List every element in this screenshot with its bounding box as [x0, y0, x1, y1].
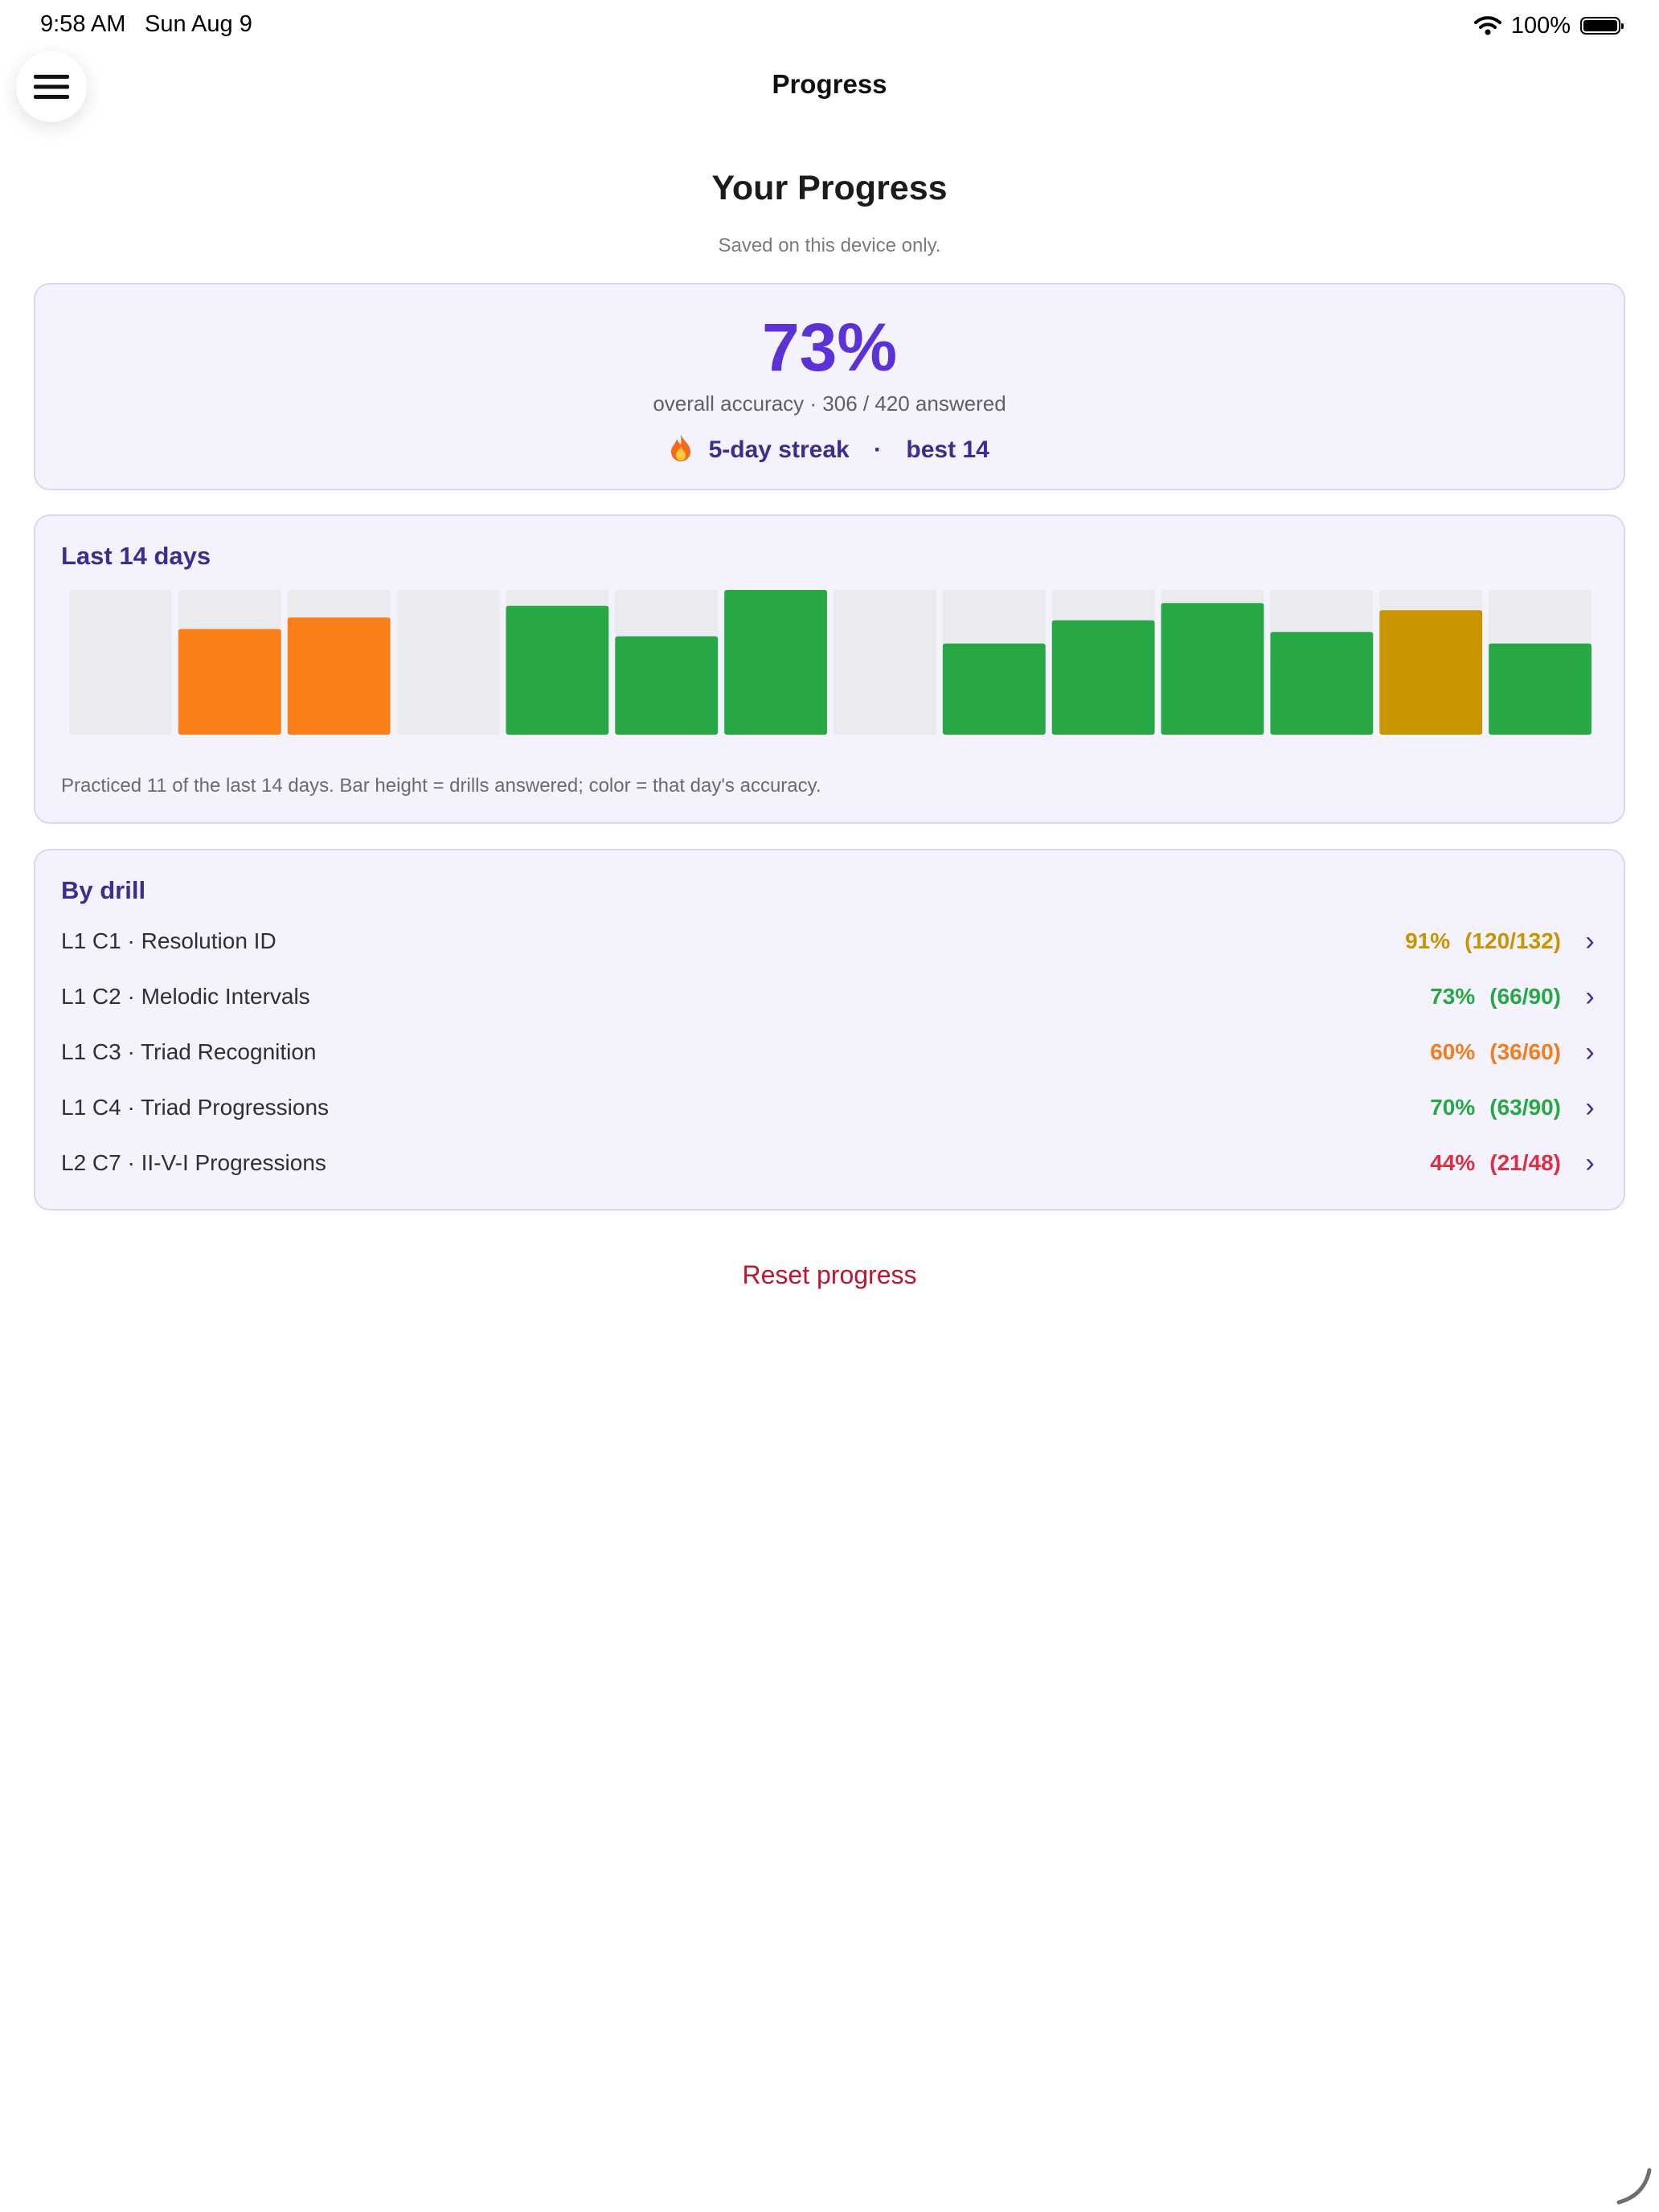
drill-count: (21/48)	[1489, 1150, 1561, 1175]
drill-stat: 70% (63/90)	[1430, 1095, 1561, 1120]
reset-progress-button[interactable]: Reset progress	[742, 1260, 917, 1289]
drill-percent: 91%	[1405, 928, 1451, 953]
page-subtitle: Saved on this device only.	[718, 235, 941, 256]
day-bar	[1161, 603, 1264, 735]
drill-row-ii-v-i-progressions[interactable]: L2 C7 · II-V-I Progressions 44% (21/48) ›	[61, 1143, 1598, 1183]
streak-text: 5-day streak	[708, 436, 850, 463]
overall-accuracy-stats: overall accuracy · 306 / 420 answered	[653, 391, 1006, 416]
day-bar	[1051, 620, 1155, 735]
status-bar: 9:58 AM Sun Aug 9 100%	[0, 0, 1659, 51]
drill-count: (63/90)	[1489, 1095, 1561, 1120]
day-bar	[287, 617, 391, 735]
day-bar	[506, 605, 609, 735]
drill-name: L1 C3 · Triad Recognition	[61, 1039, 317, 1064]
resize-corner-icon	[1616, 2168, 1652, 2205]
menu-button[interactable]	[16, 51, 87, 122]
day-bar	[1379, 610, 1483, 735]
by-drill-card: By drill L1 C1 · Resolution ID 91% (120/1…	[34, 849, 1625, 1210]
battery-icon	[1580, 17, 1624, 35]
day-bar	[724, 590, 827, 735]
drill-name: L1 C4 · Triad Progressions	[61, 1095, 330, 1120]
page-title: Your Progress	[711, 169, 948, 207]
drill-count: (66/90)	[1489, 984, 1561, 1009]
chevron-right-icon: ›	[1585, 925, 1595, 956]
summary-card: 73% overall accuracy · 306 / 420 answere…	[34, 283, 1625, 490]
last-14-days-card: Last 14 days Practiced 11 of the last 14…	[34, 514, 1625, 824]
chevron-right-icon: ›	[1585, 1092, 1595, 1123]
chevron-right-icon: ›	[1585, 1036, 1595, 1067]
drill-percent: 44%	[1430, 1150, 1476, 1175]
streak-row: 5-day streak · best 14	[35, 433, 1624, 464]
hamburger-menu-icon	[34, 75, 69, 99]
drill-row-melodic-intervals[interactable]: L1 C2 · Melodic Intervals 73% (66/90) ›	[61, 977, 1598, 1017]
last-14-days-title: Last 14 days	[61, 542, 211, 570]
drill-count: (36/60)	[1489, 1039, 1561, 1064]
status-date: Sun Aug 9	[145, 11, 252, 37]
drill-row-triad-progressions[interactable]: L1 C4 · Triad Progressions 70% (63/90) ›	[61, 1088, 1598, 1128]
day-bar-track	[69, 590, 172, 735]
day-bar	[1489, 643, 1591, 735]
overall-accuracy-value: 73%	[761, 309, 898, 385]
chevron-right-icon: ›	[1585, 981, 1595, 1012]
drill-name: L1 C1 · Resolution ID	[61, 928, 276, 953]
drill-stat: 44% (21/48)	[1430, 1150, 1561, 1176]
day-bar	[615, 636, 719, 735]
drill-percent: 60%	[1430, 1039, 1476, 1064]
day-bar	[178, 629, 281, 735]
drill-percent: 73%	[1430, 984, 1476, 1009]
drill-stat: 73% (66/90)	[1430, 984, 1561, 1010]
last-14-days-caption: Practiced 11 of the last 14 days. Bar he…	[61, 775, 821, 797]
drill-row-triad-recognition[interactable]: L1 C3 · Triad Recognition 60% (36/60) ›	[61, 1032, 1598, 1072]
flame-icon	[671, 434, 691, 461]
nav-title: Progress	[772, 69, 887, 99]
drill-name: L2 C7 · II-V-I Progressions	[61, 1150, 326, 1175]
wifi-icon	[1473, 16, 1501, 35]
drill-row-resolution-id[interactable]: L1 C1 · Resolution ID 91% (120/132) ›	[61, 921, 1598, 961]
best-streak-text: best 14	[906, 436, 989, 463]
day-bar	[942, 643, 1046, 735]
streak-separator: ·	[874, 436, 883, 463]
by-drill-title: By drill	[61, 876, 146, 904]
status-right: 100%	[1473, 10, 1624, 42]
day-bar-track	[396, 590, 500, 735]
day-bar	[1270, 632, 1374, 735]
status-time: 9:58 AM	[40, 11, 126, 37]
drill-stat: 60% (36/60)	[1430, 1039, 1561, 1065]
drill-stat: 91% (120/132)	[1405, 928, 1561, 954]
day-bar-track	[834, 590, 936, 735]
drill-percent: 70%	[1430, 1095, 1476, 1120]
chevron-right-icon: ›	[1585, 1147, 1595, 1178]
drill-count: (120/132)	[1464, 928, 1561, 953]
battery-percent: 100%	[1510, 12, 1571, 39]
last-14-days-chart	[69, 590, 1591, 735]
drill-name: L1 C2 · Melodic Intervals	[61, 984, 310, 1009]
